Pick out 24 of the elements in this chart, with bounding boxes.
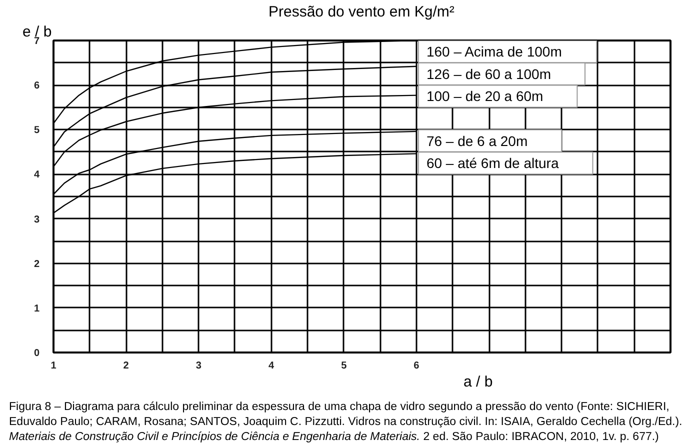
text: Figura 8 – Diagrama para cálculo preliminar da espessura de uma chapa de vidro segundo a pressão do vento (Fonte: SICHIERI, Eduvaldo Paulo; CARAM, Rosana; SANTOS, Joaquim C. Pizzutti. Vidros na construção civil. In: ISAIA, Geraldo Cechella (Org./Ed.). bbox=[9, 401, 682, 428]
x-tick-label: 6 bbox=[414, 360, 420, 372]
series-label: 160 – Acima de 100m bbox=[426, 44, 562, 60]
y-tick-label: 7 bbox=[34, 36, 40, 47]
chart-title: Pressão do vento em Kg/m² bbox=[268, 4, 454, 20]
x-axis-title: a / b bbox=[464, 374, 493, 390]
y-tick-label: 0 bbox=[34, 348, 40, 359]
y-tick-label: 3 bbox=[34, 214, 40, 226]
x-tick-label: 4 bbox=[268, 360, 274, 372]
x-tick-label: 3 bbox=[196, 360, 202, 372]
series-label: 60 – até 6m de altura bbox=[426, 155, 559, 172]
series-label: 126 – de 60 a 100m bbox=[426, 66, 551, 82]
series-label: 100 – de 20 a 60m bbox=[426, 88, 544, 104]
x-tick-label: 1 bbox=[50, 360, 57, 372]
text: 2 ed. São Paulo: IBRACON, 2010, 1v. p. 677.) bbox=[423, 431, 659, 443]
x-tick-label: 5 bbox=[341, 360, 348, 372]
series-label: 76 – de 6 a 20m bbox=[426, 132, 528, 149]
x-tick-label: 2 bbox=[123, 360, 130, 372]
text: Materiais de Construção Civil e Princípios de Ciência e Engenharia de Materiais. bbox=[9, 431, 420, 443]
y-tick-label: 5 bbox=[34, 125, 40, 136]
y-tick-label: 4 bbox=[34, 170, 40, 181]
y-tick-label: 1 bbox=[34, 303, 40, 314]
y-tick-label: 2 bbox=[34, 258, 40, 270]
y-tick-label: 6 bbox=[34, 80, 40, 92]
